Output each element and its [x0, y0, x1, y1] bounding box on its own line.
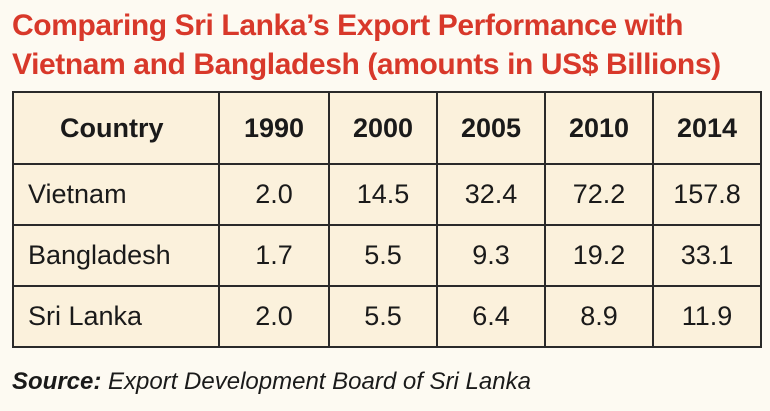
table-row: Vietnam 2.0 14.5 32.4 72.2 157.8	[12, 163, 762, 226]
row-value: 5.5	[328, 285, 438, 348]
row-value: 2.0	[218, 163, 330, 226]
header-2010: 2010	[544, 91, 654, 165]
row-value: 157.8	[652, 163, 762, 226]
source-note: Source: Export Development Board of Sri …	[12, 368, 531, 396]
row-value: 72.2	[544, 163, 654, 226]
page-title: Comparing Sri Lanka’s Export Performance…	[12, 6, 762, 84]
title-line-1: Comparing Sri Lanka’s Export Performance…	[12, 9, 684, 42]
header-2005: 2005	[436, 91, 546, 165]
header-country: Country	[12, 91, 220, 165]
header-2014: 2014	[652, 91, 762, 165]
table-row: Sri Lanka 2.0 5.5 6.4 8.9 11.9	[12, 285, 762, 348]
row-value: 14.5	[328, 163, 438, 226]
row-value: 9.3	[436, 224, 546, 287]
row-value: 6.4	[436, 285, 546, 348]
row-value: 2.0	[218, 285, 330, 348]
row-value: 11.9	[652, 285, 762, 348]
table-header-row: Country 1990 2000 2005 2010 2014	[12, 91, 762, 165]
source-label: Source:	[12, 368, 102, 395]
row-country: Vietnam	[12, 163, 220, 226]
row-value: 8.9	[544, 285, 654, 348]
source-text: Export Development Board of Sri Lanka	[101, 368, 531, 395]
row-country: Sri Lanka	[12, 285, 220, 348]
row-value: 32.4	[436, 163, 546, 226]
row-value: 1.7	[218, 224, 330, 287]
header-1990: 1990	[218, 91, 330, 165]
export-table: Country 1990 2000 2005 2010 2014 Vietnam…	[12, 91, 762, 348]
row-value: 33.1	[652, 224, 762, 287]
header-2000: 2000	[328, 91, 438, 165]
row-country: Bangladesh	[12, 224, 220, 287]
row-value: 19.2	[544, 224, 654, 287]
title-line-2: Vietnam and Bangladesh (amounts in US$ B…	[12, 48, 721, 81]
row-value: 5.5	[328, 224, 438, 287]
table-row: Bangladesh 1.7 5.5 9.3 19.2 33.1	[12, 224, 762, 287]
